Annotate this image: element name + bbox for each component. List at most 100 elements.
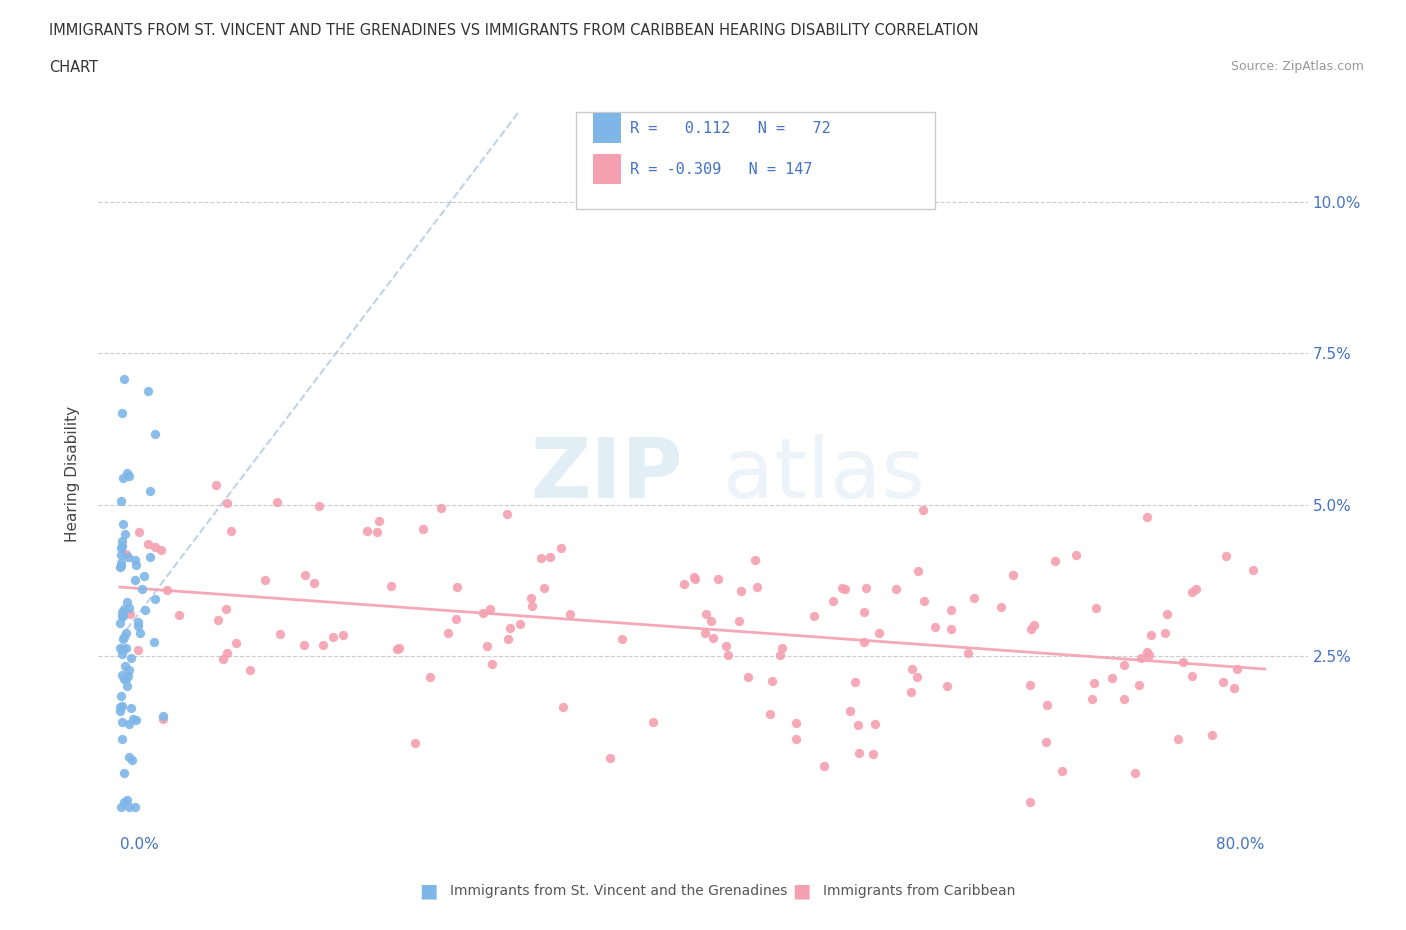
Point <box>437 626 460 641</box>
Point <box>111 646 134 661</box>
Point <box>332 628 354 643</box>
Point <box>831 580 853 595</box>
Point <box>115 625 138 640</box>
Point <box>110 559 132 574</box>
Point <box>110 699 132 714</box>
Point <box>127 618 149 633</box>
Point <box>990 600 1012 615</box>
Point <box>143 427 166 442</box>
Point <box>118 800 141 815</box>
Point <box>905 669 928 684</box>
Point <box>111 405 134 420</box>
Point <box>380 578 402 593</box>
Point <box>124 553 146 568</box>
Point <box>444 612 467 627</box>
Point <box>111 698 134 713</box>
Text: Immigrants from Caribbean: Immigrants from Caribbean <box>823 884 1015 898</box>
Point <box>1180 584 1202 599</box>
Point <box>118 662 141 677</box>
Point <box>848 718 870 733</box>
Point <box>844 674 866 689</box>
Point <box>834 581 856 596</box>
Point <box>612 631 634 646</box>
Point <box>115 594 138 609</box>
Point <box>136 537 159 551</box>
Point <box>939 621 962 636</box>
Point <box>143 539 166 554</box>
Point <box>1101 671 1123 685</box>
Point <box>530 551 553 565</box>
Point <box>356 523 378 538</box>
Point <box>769 648 792 663</box>
Point <box>1226 662 1249 677</box>
Text: Immigrants from St. Vincent and the Grenadines: Immigrants from St. Vincent and the Gren… <box>450 884 787 898</box>
Point <box>1019 621 1042 636</box>
Point <box>939 603 962 618</box>
Point <box>924 619 946 634</box>
Point <box>1036 698 1059 712</box>
Point <box>212 652 235 667</box>
Point <box>1222 681 1244 696</box>
Point <box>1136 510 1159 525</box>
Point <box>1019 794 1042 809</box>
Point <box>118 716 141 731</box>
Point <box>852 634 875 649</box>
Point <box>112 766 135 781</box>
Text: R =   0.112   N =   72: R = 0.112 N = 72 <box>630 121 831 136</box>
Point <box>907 564 929 578</box>
Point <box>125 557 148 572</box>
Point <box>1035 734 1057 749</box>
Point <box>111 731 134 746</box>
Point <box>112 794 135 809</box>
Point <box>558 607 581 622</box>
Point <box>217 496 239 511</box>
Point <box>143 591 166 606</box>
Point <box>1081 692 1104 707</box>
Point <box>641 714 664 729</box>
Point <box>1045 554 1067 569</box>
Point <box>821 593 844 608</box>
Point <box>117 550 139 565</box>
Point <box>225 635 247 650</box>
Point <box>672 577 695 591</box>
Point <box>759 707 782 722</box>
Point <box>683 569 706 584</box>
Point <box>1125 766 1147 781</box>
Point <box>142 634 165 649</box>
Point <box>785 732 807 747</box>
Point <box>110 538 132 553</box>
Point <box>1064 548 1087 563</box>
Point <box>685 572 707 587</box>
Point <box>110 494 132 509</box>
Text: IMMIGRANTS FROM ST. VINCENT AND THE GRENADINES VS IMMIGRANTS FROM CARIBBEAN HEAR: IMMIGRANTS FROM ST. VINCENT AND THE GREN… <box>49 23 979 38</box>
Point <box>124 800 146 815</box>
Point <box>129 626 152 641</box>
Point <box>108 559 131 574</box>
Point <box>1114 692 1136 707</box>
Point <box>865 717 887 732</box>
Point <box>446 579 468 594</box>
Point <box>499 621 522 636</box>
Point <box>111 714 134 729</box>
Point <box>112 471 135 485</box>
Point <box>120 607 142 622</box>
Point <box>496 631 519 646</box>
Point <box>114 671 136 686</box>
Point <box>292 637 315 652</box>
Point <box>1085 601 1108 616</box>
Point <box>139 484 162 498</box>
Point <box>152 709 174 724</box>
Point <box>152 711 174 726</box>
Point <box>520 591 543 605</box>
Point <box>599 751 621 766</box>
Point <box>706 572 728 587</box>
Point <box>727 614 749 629</box>
Point <box>717 648 740 663</box>
Point <box>110 641 132 656</box>
Point <box>269 626 291 641</box>
Point <box>110 555 132 570</box>
Point <box>128 525 150 539</box>
Point <box>912 594 935 609</box>
Text: ■: ■ <box>419 882 439 900</box>
Point <box>868 626 890 641</box>
